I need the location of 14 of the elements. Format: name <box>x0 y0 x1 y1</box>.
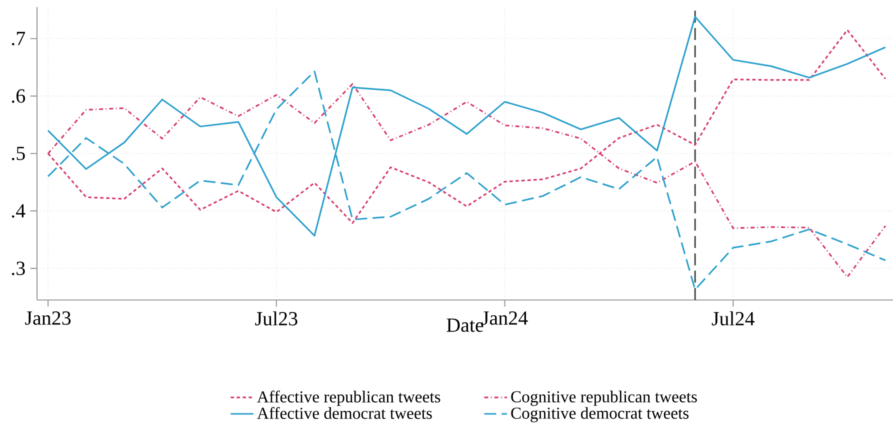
y-tick-label: .5 <box>12 146 25 160</box>
legend-label: Affective republican tweets <box>257 390 440 406</box>
legend-label: Cognitive republican tweets <box>511 390 697 406</box>
x-tick-label: Jul24 <box>712 311 754 326</box>
x-tick-label: Jan24 <box>482 311 528 325</box>
y-tick-label: .7 <box>12 32 26 46</box>
y-tick-label: .6 <box>12 89 26 103</box>
x-axis-title: Date <box>446 318 484 332</box>
legend-label: Affective democrat tweets <box>257 407 432 419</box>
y-tick-label: .3 <box>12 262 25 276</box>
x-tick-label: Jan23 <box>25 311 71 325</box>
legend-label: Cognitive democrat tweets <box>511 407 689 422</box>
y-tick-label: .4 <box>12 204 26 218</box>
x-tick-label: Jul23 <box>255 311 298 326</box>
